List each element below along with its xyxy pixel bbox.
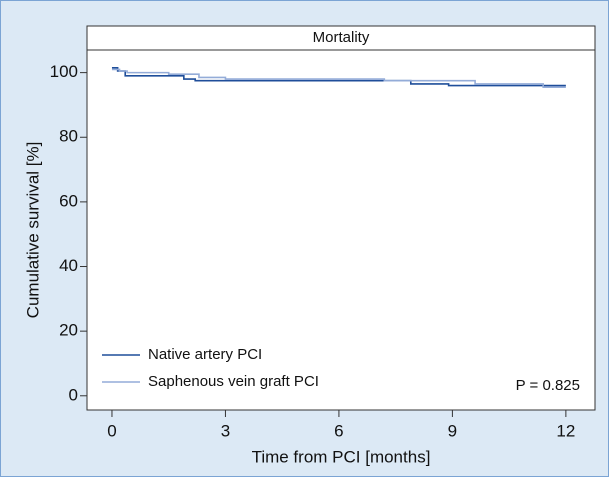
y-tick-label: 100 [50, 62, 78, 81]
chart-title: Mortality [313, 29, 370, 46]
x-tick-label: 0 [107, 421, 116, 440]
legend-label: Native artery PCI [148, 346, 262, 363]
survival-line [111, 68, 566, 88]
x-tick-label: 6 [334, 421, 343, 440]
annotation: P = 0.825 [516, 377, 580, 394]
y-axis-label: Cumulative survival [%] [23, 142, 42, 319]
x-tick-label: 12 [556, 421, 575, 440]
y-tick-label: 40 [59, 256, 78, 275]
x-axis-label: Time from PCI [months] [252, 447, 431, 466]
x-tick-label: 9 [448, 421, 457, 440]
legend-label: Saphenous vein graft PCI [148, 373, 319, 390]
plot-frame [86, 25, 596, 411]
y-tick-label: 80 [59, 127, 78, 146]
y-tick-label: 60 [59, 191, 78, 210]
x-tick-label: 3 [221, 421, 230, 440]
y-tick-label: 0 [69, 385, 78, 404]
y-tick-label: 20 [59, 321, 78, 340]
